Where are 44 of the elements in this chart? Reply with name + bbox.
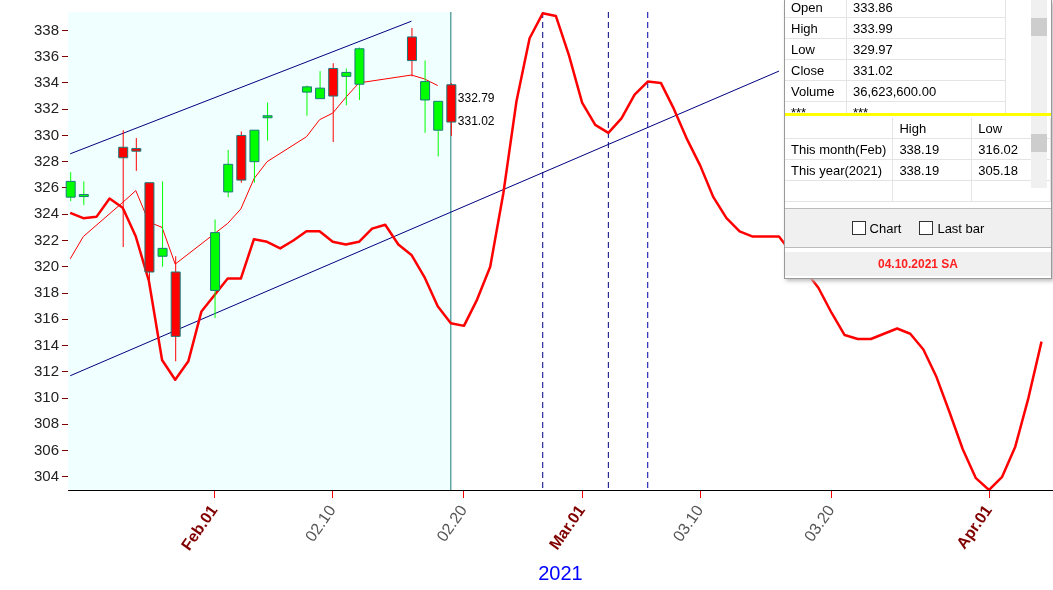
text: 333.99: [853, 20, 893, 36]
series-label: High: [892, 118, 972, 139]
annotation: Chart: [869, 220, 902, 236]
text: 331.02: [853, 62, 893, 78]
category-label: Volume: [785, 80, 847, 102]
annotation: Last bar: [937, 220, 985, 236]
text: 333.86: [853, 0, 893, 15]
text: ***: [853, 104, 869, 115]
y-tick-label: 330: [33, 125, 59, 143]
category-label: This year(2021): [785, 159, 893, 181]
annotation: 331.02: [457, 114, 495, 129]
y-tick-label: 318: [33, 283, 59, 301]
category-label: This month(Feb): [785, 138, 893, 160]
data-label: 338.19: [892, 159, 972, 181]
category-label: Low: [785, 38, 847, 60]
y-tick-label: 312: [33, 361, 59, 379]
data-label: 305.18: [971, 159, 1051, 181]
y-tick-label: 328: [33, 151, 59, 169]
y-tick-label: 326: [33, 178, 59, 196]
data-label: 338.19: [892, 138, 972, 160]
y-tick-label: 314: [33, 335, 59, 353]
category-label: High: [785, 17, 847, 39]
category-label: Open: [785, 0, 847, 18]
y-tick-label: 324: [33, 204, 59, 222]
data-label: 316.02: [971, 138, 1051, 160]
y-tick-label: 338: [33, 20, 59, 38]
category-label: Close: [785, 59, 847, 81]
text: 36,623,600.00: [853, 83, 937, 99]
y-tick-label: 306: [33, 440, 59, 458]
y-tick-label: 332: [33, 99, 59, 117]
y-tick-label: 322: [33, 230, 59, 248]
annotation: 04.10.2021 SA: [785, 252, 1051, 276]
y-tick-label: 316: [33, 309, 59, 327]
y-tick-label: 304: [33, 467, 59, 485]
y-tick-label: 310: [33, 388, 59, 406]
annotation: 332.79: [457, 91, 495, 106]
x-axis-title: 2021: [538, 561, 583, 584]
category-label: ***: [790, 103, 808, 115]
legend-label: Low: [971, 118, 1051, 139]
text: 329.97: [853, 41, 893, 57]
y-tick-label: 336: [33, 46, 59, 64]
y-tick-label: 334: [33, 73, 59, 91]
y-tick-label: 320: [33, 256, 59, 274]
y-tick-label: 308: [33, 414, 59, 432]
